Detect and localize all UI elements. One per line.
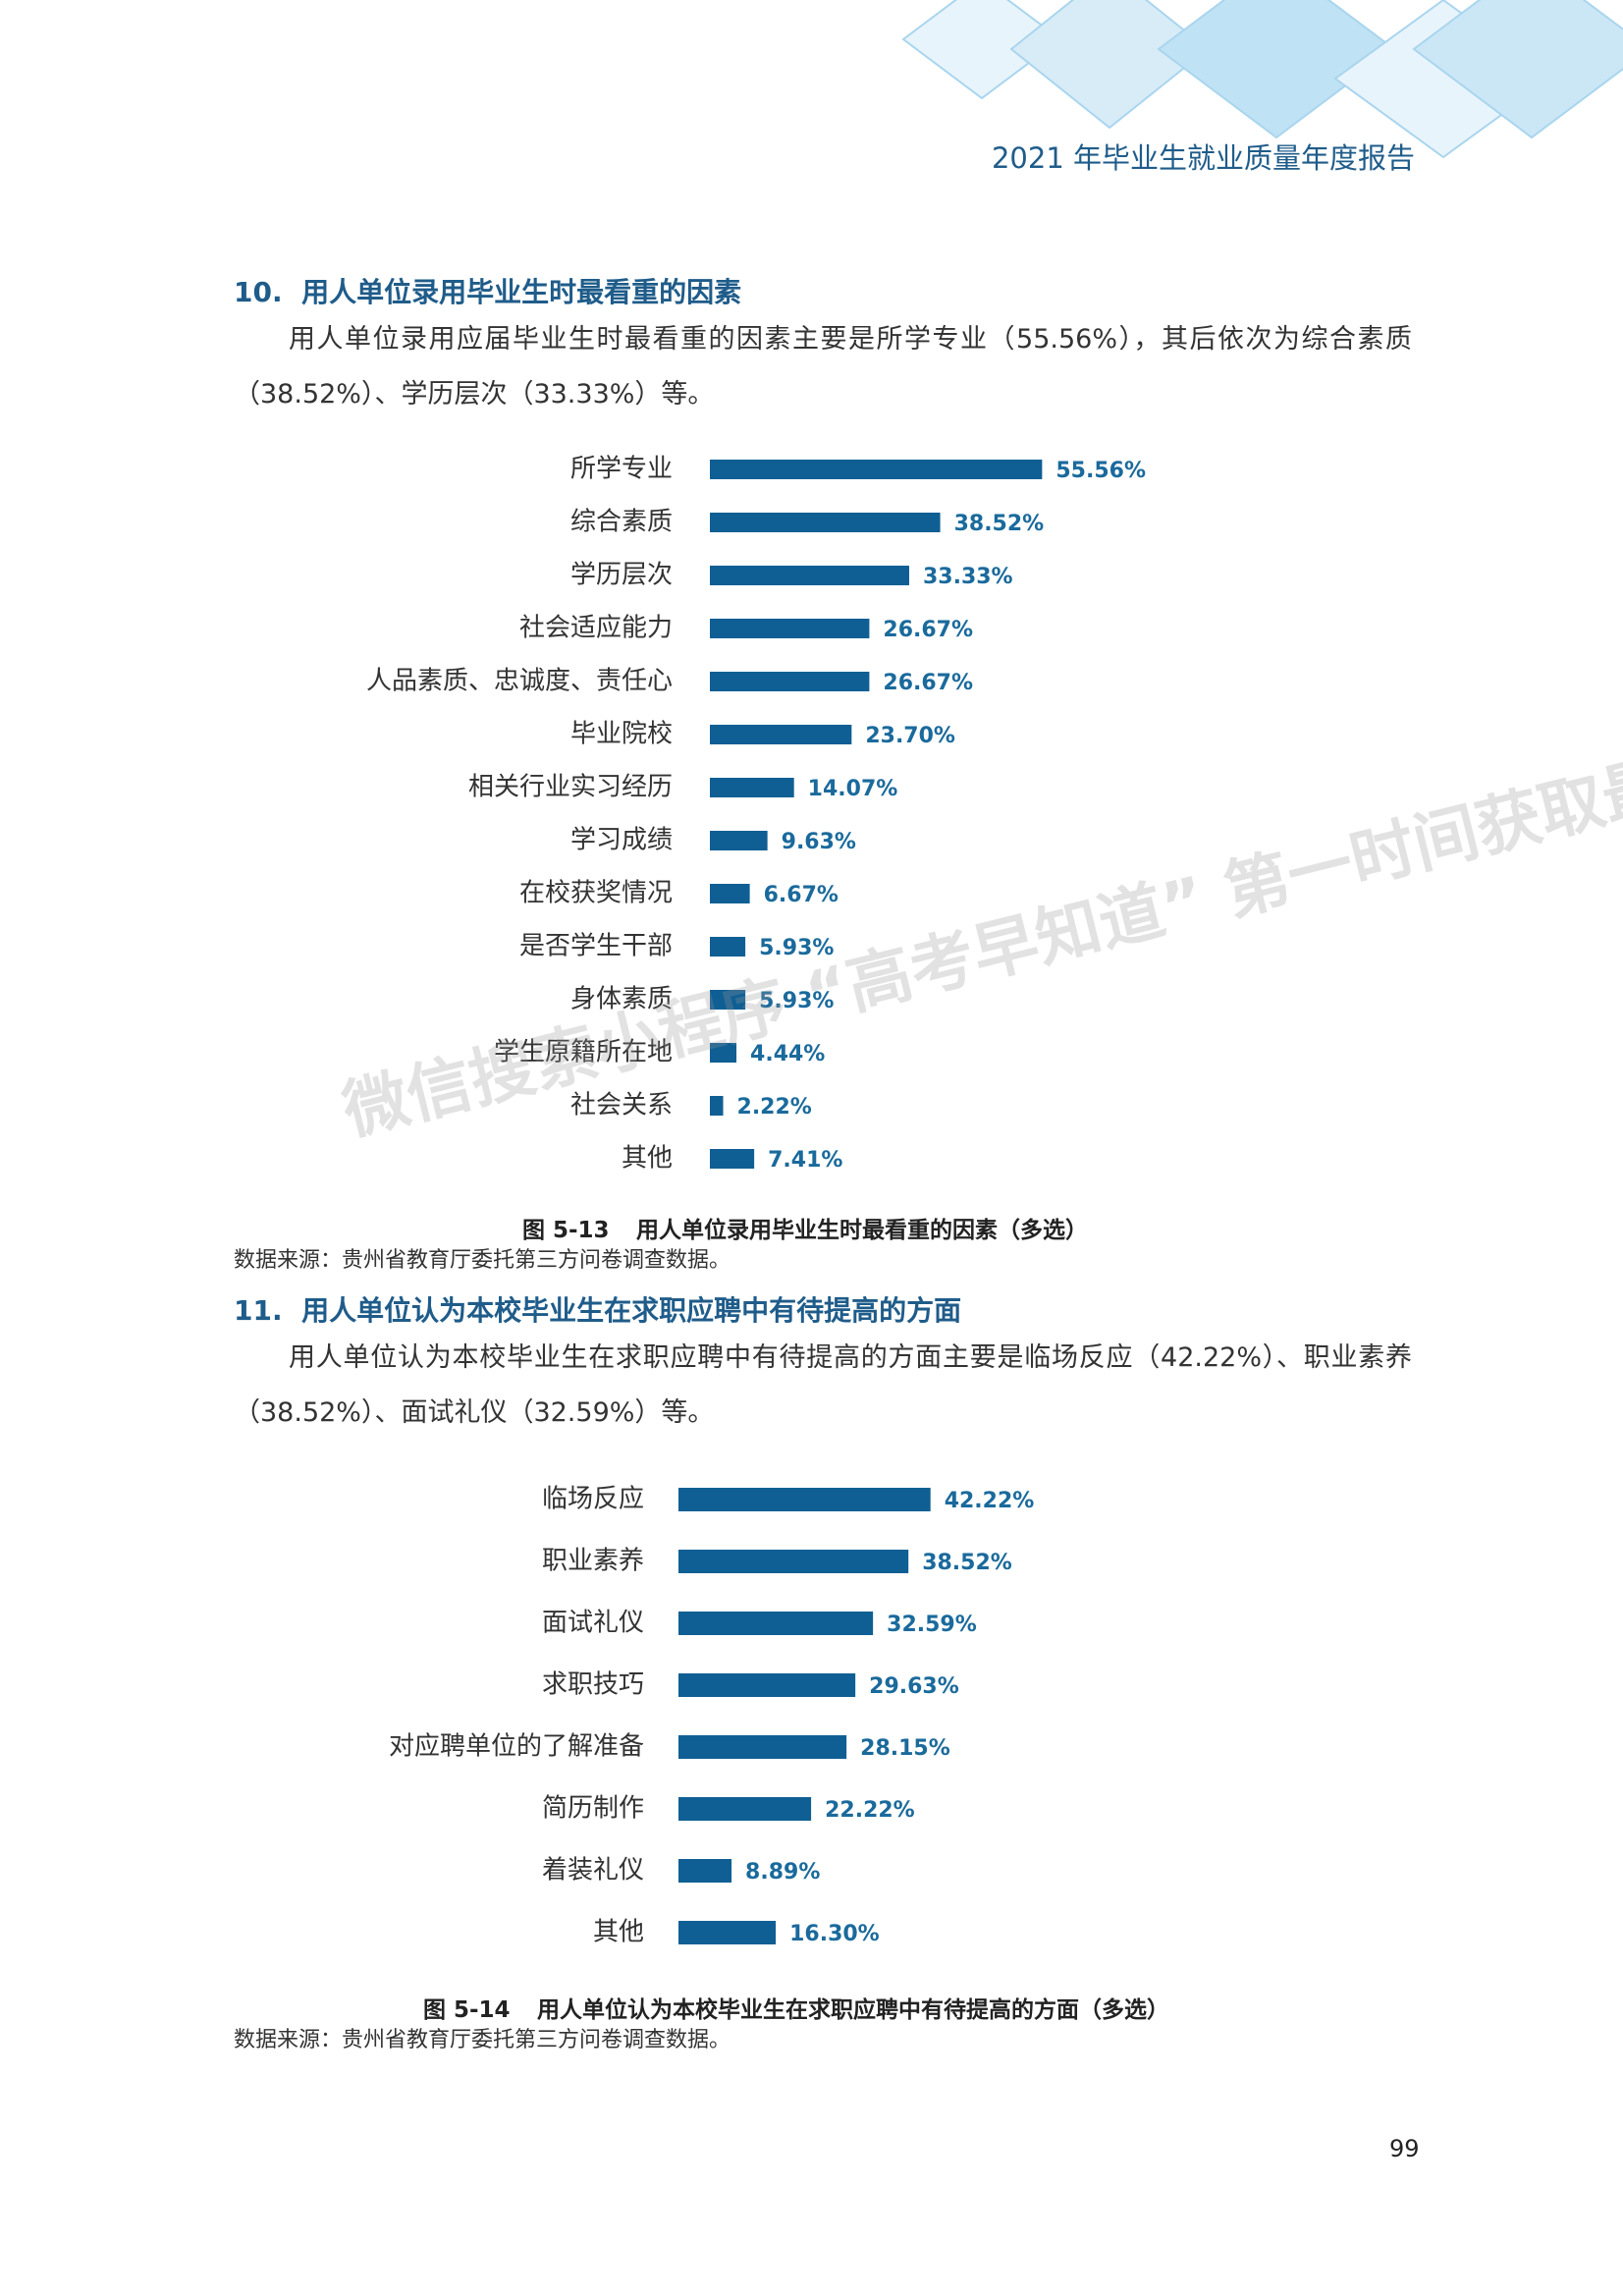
value-label: 16.30% bbox=[789, 1922, 880, 1946]
category-label: 相关行业实习经历 bbox=[468, 773, 673, 802]
category-label: 在校获奖情况 bbox=[519, 879, 673, 908]
bar bbox=[710, 937, 746, 957]
bar bbox=[678, 1797, 812, 1821]
data-source: 数据来源：贵州省教育厅委托第三方问卷调查数据。 bbox=[234, 2028, 731, 2052]
value-label: 38.52% bbox=[922, 1551, 1012, 1575]
section-heading: 11. 用人单位认为本校毕业生在求职应聘中有待提高的方面 bbox=[234, 1294, 962, 1327]
category-label: 毕业院校 bbox=[570, 720, 673, 749]
category-label: 学生原籍所在地 bbox=[494, 1038, 673, 1067]
value-label: 7.41% bbox=[768, 1148, 842, 1173]
value-label: 2.22% bbox=[737, 1095, 812, 1120]
bar bbox=[710, 513, 941, 532]
value-label: 23.70% bbox=[865, 724, 955, 748]
value-label: 38.52% bbox=[954, 512, 1045, 536]
bar bbox=[710, 990, 746, 1010]
category-label: 人品素质、忠诚度、责任心 bbox=[366, 667, 673, 696]
bar bbox=[710, 672, 870, 691]
category-label: 综合素质 bbox=[570, 508, 673, 537]
paragraph: 用人单位认为本校毕业生在求职应聘中有待提高的方面主要是临场反应（42.22%）、… bbox=[234, 1342, 1412, 1428]
category-label: 社会关系 bbox=[570, 1091, 673, 1121]
bar bbox=[678, 1859, 732, 1883]
bar bbox=[710, 725, 852, 744]
bar bbox=[678, 1550, 909, 1573]
value-label: 5.93% bbox=[759, 989, 834, 1013]
category-label: 学习成绩 bbox=[570, 826, 673, 855]
data-source: 数据来源：贵州省教育厅委托第三方问卷调查数据。 bbox=[234, 1248, 731, 1273]
bar bbox=[710, 566, 909, 585]
value-label: 4.44% bbox=[750, 1042, 825, 1066]
category-label: 其他 bbox=[622, 1144, 673, 1174]
category-label: 身体素质 bbox=[570, 985, 673, 1014]
category-label: 临场反应 bbox=[542, 1485, 644, 1514]
bar bbox=[678, 1488, 931, 1511]
bar bbox=[710, 1149, 755, 1169]
value-label: 9.63% bbox=[782, 830, 856, 854]
header-title: 2021 年毕业生就业质量年度报告 bbox=[991, 141, 1415, 175]
value-label: 33.33% bbox=[923, 565, 1013, 589]
category-label: 是否学生干部 bbox=[519, 932, 673, 961]
category-label: 其他 bbox=[593, 1918, 644, 1947]
value-label: 5.93% bbox=[759, 936, 834, 960]
value-label: 42.22% bbox=[945, 1489, 1035, 1513]
value-label: 8.89% bbox=[745, 1860, 820, 1885]
category-label: 学历层次 bbox=[570, 561, 673, 590]
page-number: 99 bbox=[1389, 2135, 1420, 2162]
category-label: 职业素养 bbox=[542, 1547, 644, 1576]
bar bbox=[678, 1735, 847, 1759]
header-decoration bbox=[901, 0, 1623, 159]
value-label: 28.15% bbox=[860, 1736, 950, 1761]
bar bbox=[678, 1612, 874, 1635]
category-label: 求职技巧 bbox=[542, 1670, 644, 1700]
value-label: 26.67% bbox=[883, 618, 973, 642]
bar bbox=[710, 1043, 737, 1063]
bar bbox=[710, 1096, 724, 1116]
category-label: 对应聘单位的了解准备 bbox=[389, 1732, 644, 1762]
bar bbox=[710, 460, 1043, 479]
category-label: 社会适应能力 bbox=[519, 614, 673, 643]
value-label: 14.07% bbox=[808, 777, 898, 801]
category-label: 所学专业 bbox=[570, 455, 673, 484]
value-label: 55.56% bbox=[1055, 459, 1146, 483]
figure-number: 图 5-14 bbox=[423, 1997, 511, 2023]
bar bbox=[710, 778, 794, 797]
bar bbox=[710, 831, 768, 850]
figure-caption: 用人单位录用毕业生时最看重的因素（多选） bbox=[636, 1218, 1088, 1243]
value-label: 22.22% bbox=[825, 1798, 915, 1823]
category-label: 着装礼仪 bbox=[542, 1856, 644, 1886]
bar bbox=[710, 884, 750, 903]
value-label: 29.63% bbox=[869, 1674, 959, 1699]
paragraph: 用人单位录用应届毕业生时最看重的因素主要是所学专业（55.56%），其后依次为综… bbox=[234, 324, 1412, 410]
category-label: 简历制作 bbox=[542, 1794, 644, 1824]
value-label: 6.67% bbox=[764, 883, 839, 907]
section-heading: 10. 用人单位录用毕业生时最看重的因素 bbox=[234, 276, 742, 308]
bar bbox=[678, 1921, 777, 1944]
value-label: 26.67% bbox=[883, 671, 973, 695]
figure-number: 图 5-13 bbox=[522, 1218, 610, 1243]
category-label: 面试礼仪 bbox=[542, 1609, 644, 1638]
value-label: 32.59% bbox=[887, 1613, 977, 1637]
bar bbox=[710, 619, 870, 638]
figure-caption: 用人单位认为本校毕业生在求职应聘中有待提高的方面（多选） bbox=[537, 1997, 1169, 2023]
bar bbox=[678, 1673, 856, 1697]
